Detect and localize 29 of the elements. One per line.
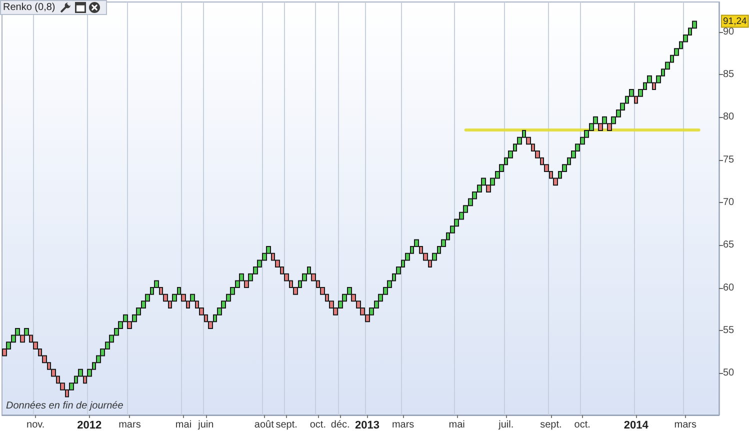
- x-tick-label: sept.: [276, 420, 298, 430]
- x-tick-label: mars: [674, 420, 697, 430]
- y-tick-label: 80: [723, 112, 735, 123]
- chart-title: Renko (0,8): [3, 1, 56, 14]
- y-tick-label: 90: [723, 26, 735, 38]
- x-tick-label: nov.: [26, 420, 45, 430]
- y-tick-label: 60: [723, 282, 735, 294]
- x-tick-label: mars: [118, 420, 141, 430]
- x-tick-label: déc.: [330, 420, 350, 430]
- y-tick-label: 65: [723, 240, 735, 251]
- x-tick-label: sept.: [540, 420, 562, 430]
- x-tick-label: 2013: [354, 420, 380, 431]
- x-tick-label: oct.: [310, 420, 326, 430]
- y-tick-label: 70: [723, 197, 735, 208]
- x-tick-label: mai: [448, 420, 465, 430]
- x-tick-label: mars: [392, 420, 414, 430]
- y-tick-label: 50: [723, 368, 735, 379]
- x-tick-label: août: [254, 420, 274, 430]
- y-tick-label: 85: [723, 69, 735, 80]
- x-tick-label: 2012: [77, 420, 102, 431]
- x-tick-label: juin: [197, 420, 214, 430]
- x-tick-label: juil.: [498, 420, 514, 430]
- x-tick-label: 2014: [624, 420, 650, 431]
- x-tick-label: mai: [175, 420, 192, 430]
- annotation: Données en fin de journée: [6, 400, 124, 412]
- y-tick-label: 55: [723, 325, 735, 336]
- y-tick-label: 75: [723, 154, 735, 166]
- x-tick-label: oct.: [574, 420, 590, 430]
- annotation: 91,24: [723, 16, 747, 27]
